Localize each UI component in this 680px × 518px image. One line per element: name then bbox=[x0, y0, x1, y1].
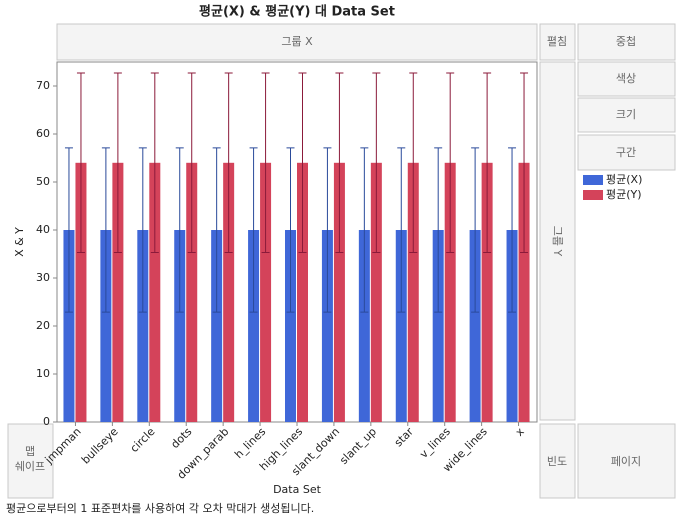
bar bbox=[100, 230, 112, 422]
error-bar bbox=[286, 147, 295, 313]
legend-swatch bbox=[583, 175, 603, 185]
error-bar bbox=[138, 147, 147, 313]
drop-zone[interactable] bbox=[577, 23, 676, 61]
y-tick-label: 40 bbox=[36, 223, 50, 236]
legend-label: 평균(Y) bbox=[606, 188, 642, 201]
error-bar bbox=[187, 72, 196, 254]
bar bbox=[395, 230, 407, 422]
bar bbox=[186, 162, 198, 423]
x-axis-label: Data Set bbox=[273, 483, 322, 496]
bar bbox=[248, 230, 260, 422]
y-tick-label: 50 bbox=[36, 175, 50, 188]
error-bar bbox=[150, 72, 159, 254]
error-bar bbox=[249, 147, 258, 313]
bar bbox=[75, 162, 87, 423]
bar bbox=[518, 162, 530, 423]
zone-label: 그룹 Y bbox=[551, 226, 564, 257]
bar bbox=[297, 162, 308, 423]
zone-label: 쉐이프 bbox=[15, 460, 45, 473]
zone-label: 구간 bbox=[616, 146, 636, 159]
y-tick-label: 30 bbox=[36, 271, 50, 284]
x-tick-label: dots bbox=[168, 425, 194, 451]
error-bar bbox=[113, 72, 122, 254]
drop-zone[interactable] bbox=[539, 23, 576, 61]
error-bar bbox=[372, 72, 381, 254]
error-bar bbox=[298, 72, 307, 254]
y-tick-label: 20 bbox=[36, 319, 50, 332]
bar bbox=[432, 230, 444, 422]
drop-zone[interactable] bbox=[56, 23, 538, 61]
footer-note: 평균으로부터의 1 표준편차를 사용하여 각 오차 막대가 생성됩니다. bbox=[6, 501, 314, 515]
drop-zone[interactable] bbox=[577, 61, 676, 97]
y-tick-label: 10 bbox=[36, 367, 50, 380]
error-bar bbox=[483, 72, 492, 254]
y-tick-label: 70 bbox=[36, 79, 50, 92]
bar bbox=[137, 230, 149, 422]
drop-zone[interactable] bbox=[577, 97, 676, 133]
error-bar bbox=[101, 147, 110, 313]
x-tick-label: bullseye bbox=[79, 425, 121, 467]
x-tick-label: v_lines bbox=[417, 425, 453, 461]
error-bar bbox=[434, 147, 443, 313]
error-bar bbox=[76, 72, 85, 254]
zone-label: 중첩 bbox=[616, 35, 636, 48]
x-tick-label: circle bbox=[128, 425, 158, 455]
bar bbox=[223, 162, 235, 423]
bar bbox=[358, 230, 370, 422]
error-bar bbox=[446, 72, 455, 254]
error-bar bbox=[323, 147, 332, 313]
y-tick-label: 60 bbox=[36, 127, 50, 140]
zone-label: 빈도 bbox=[547, 455, 567, 468]
bar bbox=[481, 162, 493, 423]
bar bbox=[63, 230, 75, 422]
x-tick-label: h_lines bbox=[232, 425, 268, 461]
bar bbox=[370, 162, 382, 423]
error-bar bbox=[175, 147, 184, 313]
drop-zone[interactable] bbox=[539, 61, 576, 421]
bar bbox=[321, 230, 333, 422]
drop-zone[interactable] bbox=[7, 423, 54, 499]
error-bar bbox=[471, 147, 480, 313]
zone-label: 맵 bbox=[25, 445, 35, 458]
zone-label: 펼침 bbox=[547, 35, 567, 48]
x-tick-label: star bbox=[392, 425, 417, 450]
error-bar bbox=[212, 147, 221, 313]
legend-swatch bbox=[583, 190, 603, 200]
error-bar bbox=[520, 72, 529, 254]
y-axis-label: X & Y bbox=[13, 227, 26, 257]
bar bbox=[149, 162, 161, 423]
error-bar bbox=[360, 147, 369, 313]
bar bbox=[260, 162, 272, 423]
bar bbox=[506, 230, 518, 422]
bar bbox=[211, 230, 223, 422]
bar bbox=[174, 230, 186, 422]
zone-label: 그룹 X bbox=[281, 35, 313, 48]
error-bar bbox=[64, 147, 73, 313]
error-bar bbox=[224, 72, 233, 254]
chart-title: 평균(X) & 평균(Y) 대 Data Set bbox=[199, 4, 395, 20]
drop-zone[interactable] bbox=[577, 423, 676, 499]
error-bar bbox=[261, 72, 270, 254]
bar bbox=[469, 230, 481, 422]
y-tick-label: 0 bbox=[43, 415, 50, 428]
bar bbox=[285, 230, 296, 422]
error-bar bbox=[335, 72, 344, 254]
zone-label: 크기 bbox=[616, 108, 636, 121]
x-tick-label: x bbox=[513, 425, 527, 439]
bar bbox=[333, 162, 345, 423]
legend-label: 평균(X) bbox=[606, 173, 642, 186]
bar bbox=[112, 162, 124, 423]
bar bbox=[407, 162, 419, 423]
error-bar bbox=[409, 72, 418, 254]
zone-label: 페이지 bbox=[611, 455, 641, 468]
drop-zone[interactable] bbox=[577, 134, 676, 171]
error-bar bbox=[397, 147, 406, 313]
bar bbox=[444, 162, 456, 423]
error-bar bbox=[508, 147, 517, 313]
drop-zone[interactable] bbox=[539, 423, 576, 499]
x-tick-label: slant_up bbox=[337, 425, 379, 467]
zone-label: 색상 bbox=[616, 72, 636, 85]
